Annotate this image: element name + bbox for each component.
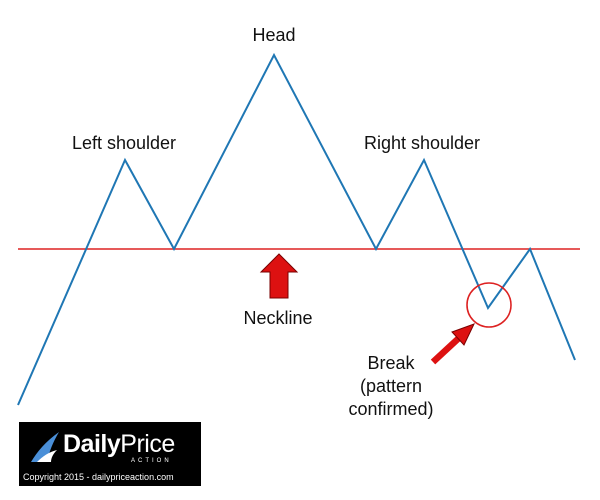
break-label-line3: confirmed) [348,399,433,419]
break-label-line2: (pattern [360,376,422,396]
logo-sub-text: ACTION [131,458,172,464]
logo-brand-part1: Daily [63,430,121,458]
right-shoulder-label: Right shoulder [364,133,480,153]
logo-brand-part2: Price [120,430,175,458]
logo-mark-icon [31,432,59,462]
daily-price-action-logo: DailyPrice ACTION Copyright 2015 - daily… [19,422,201,486]
break-label-line1: Break [367,353,415,373]
left-shoulder-label: Left shoulder [72,133,176,153]
break-arrow-icon [430,323,475,365]
logo-brand-text: DailyPrice [63,430,175,459]
neckline-label: Neckline [243,308,312,328]
neckline-arrow-icon [259,253,299,299]
price-line [17,52,576,406]
logo-copyright: Copyright 2015 - dailypriceaction.com [23,472,174,482]
break-circle [466,282,512,328]
head-label: Head [252,25,295,45]
